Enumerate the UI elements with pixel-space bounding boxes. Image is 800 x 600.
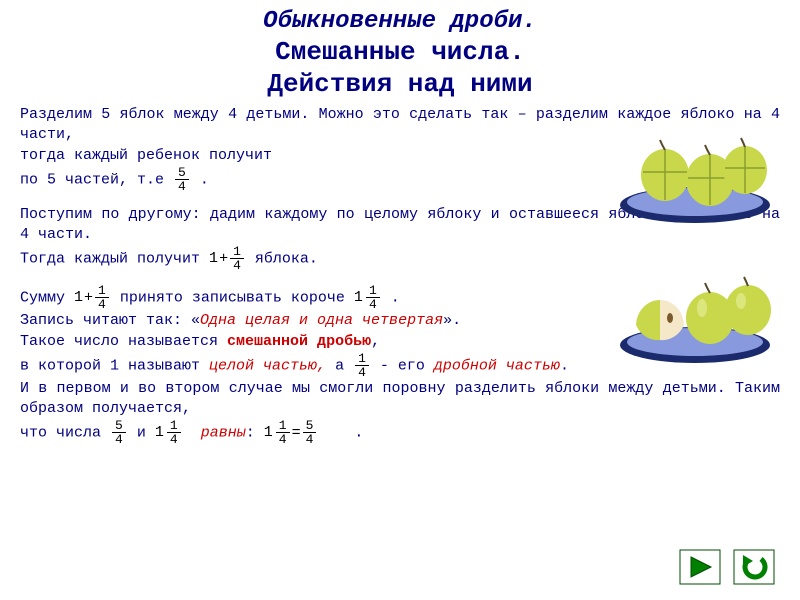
text-span: по 5 частей, т.е [20,171,164,188]
para-1c: по 5 частей, т.е 54 . [20,166,580,193]
title-line-3: Действия над ними [20,69,780,99]
text-span: Сумму [20,290,74,307]
fraction-5-4c: 54 [303,419,317,446]
text-span: яблока. [255,251,318,268]
apples-plate-quarters [610,130,780,225]
fraction-1-4b: 14 [95,284,109,311]
fraction-1-4: 14 [230,245,244,272]
plus-b: + [84,290,93,307]
text-span: . [354,425,363,442]
whole-1: 1 [209,249,218,269]
text-span: Запись читают так: « [20,312,200,329]
fraction-1-4e: 14 [167,419,181,446]
term-mixed-fraction: смешанной дробью [227,333,371,350]
title-line-1: Обыкновенные дроби. [20,8,780,35]
fraction-5-4: 54 [175,166,189,193]
title-line-2: Смешанные числа. [20,37,780,67]
para-2b: Тогда каждый получит 1+14 яблока. [20,245,580,272]
mixed-1b: 1 [155,423,164,443]
mixed-1a: 1 [354,288,363,308]
para-8: что числа 54 и 114 равны: 114=54 . [20,419,780,446]
whole-1b: 1 [74,288,83,308]
text-span: что числа [20,425,110,442]
fraction-1-4f: 14 [276,419,290,446]
text-span: ». [443,312,461,329]
text-span: , [371,333,380,350]
text-span: . [391,290,400,307]
term-reading: Одна целая и одна четвертая [200,312,443,329]
term-integer-part: целой частью, [209,357,326,374]
text-span: и [137,425,155,442]
text-span: а [326,357,353,374]
nav-buttons [679,549,775,585]
fraction-5-4b: 54 [112,419,126,446]
text-span: Такое число называется [20,333,227,350]
apples-plate-whole [610,270,780,365]
text-span: принято записывать короче [120,290,354,307]
term-equal: равны [201,425,246,442]
mixed-1c: 1 [264,423,273,443]
fraction-1-4d: 14 [355,352,369,379]
next-button[interactable] [679,549,721,585]
text-span: Тогда каждый получит [20,251,200,268]
fraction-1-4c: 14 [366,284,380,311]
text-span: - его [380,357,434,374]
plus: + [219,251,228,268]
term-fractional-part: дробной частью [434,357,560,374]
text-span: : [246,425,264,442]
equals: = [292,425,301,442]
back-button[interactable] [733,549,775,585]
text-span: . [200,171,209,188]
text-span: в которой 1 называют [20,357,209,374]
para-1b: тогда каждый ребенок получит [20,146,580,166]
text-span: . [560,357,569,374]
para-7: И в первом и во втором случае мы смогли … [20,379,780,420]
